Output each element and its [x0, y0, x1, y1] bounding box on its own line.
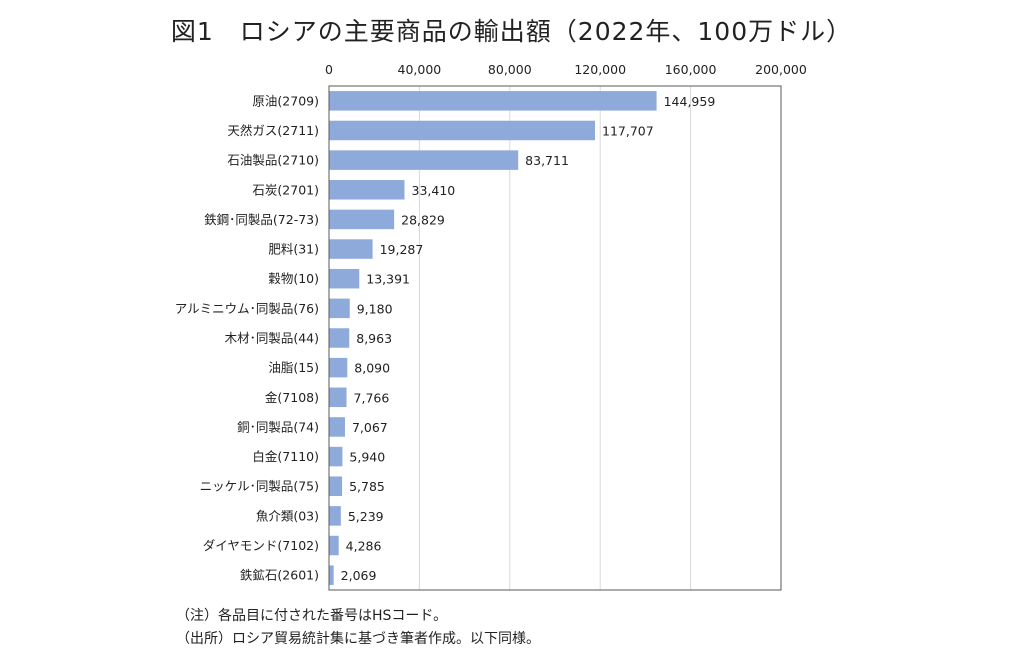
chart-title: 図1 ロシアの主要商品の輸出額（2022年、100万ドル） — [170, 17, 853, 46]
bar — [329, 535, 339, 556]
bar — [329, 417, 345, 437]
category-label: アルミニウム･同製品(76) — [175, 301, 319, 316]
x-tick-label: 0 — [325, 62, 333, 77]
bar — [329, 506, 341, 526]
category-label: 石油製品(2710) — [227, 153, 319, 168]
bar — [329, 120, 596, 141]
category-label: 木材･同製品(44) — [225, 331, 319, 346]
bar — [329, 565, 334, 585]
x-tick-label: 160,000 — [665, 62, 717, 77]
data-label: 13,391 — [366, 272, 410, 287]
category-label: 鉄鋼･同製品(72-73) — [204, 212, 319, 227]
category-label: 金(7108) — [265, 390, 319, 405]
data-label: 5,940 — [349, 450, 385, 465]
data-label: 5,239 — [348, 509, 384, 524]
category-label: 魚介類(03) — [256, 508, 319, 523]
bar — [329, 357, 348, 378]
data-label: 19,287 — [380, 242, 424, 257]
category-label: 白金(7110) — [252, 449, 319, 464]
x-tick-label: 80,000 — [488, 62, 532, 77]
category-label: 鉄鉱石(2601) — [240, 568, 319, 583]
data-label: 33,410 — [412, 183, 456, 198]
bar — [329, 150, 519, 170]
data-label: 9,180 — [357, 301, 393, 316]
bar — [329, 268, 360, 289]
bar — [329, 446, 343, 467]
data-label: 117,707 — [602, 123, 654, 138]
x-tick-label: 120,000 — [574, 62, 626, 77]
category-label: 石炭(2701) — [252, 182, 319, 197]
data-label: 8,963 — [356, 331, 392, 346]
category-label: 銅･同製品(74) — [237, 419, 319, 434]
bar — [329, 91, 657, 111]
category-label: 穀物(10) — [268, 271, 319, 286]
source-text: （出所）ロシア貿易統計集に基づき筆者作成。以下同様。 — [176, 631, 540, 647]
data-label: 5,785 — [349, 479, 385, 494]
x-tick-label: 40,000 — [398, 62, 442, 77]
data-label: 144,959 — [664, 94, 716, 109]
bar — [329, 298, 350, 319]
data-label: 2,069 — [341, 568, 377, 583]
bar — [329, 209, 395, 230]
category-label: ダイヤモンド(7102) — [203, 538, 319, 553]
note-text: （注）各品目に付された番号はHSコード。 — [176, 608, 448, 624]
category-label: 原油(2709) — [252, 93, 319, 108]
data-label: 28,829 — [401, 212, 445, 227]
category-label: 肥料(31) — [268, 242, 319, 257]
bar — [329, 387, 347, 408]
data-label: 7,766 — [354, 390, 390, 405]
category-label: ニッケル･同製品(75) — [200, 479, 319, 494]
data-label: 8,090 — [354, 361, 390, 376]
bar — [329, 239, 373, 259]
plot-area-border — [328, 85, 782, 591]
data-label: 4,286 — [346, 539, 382, 554]
data-label: 7,067 — [352, 420, 388, 435]
x-tick-label: 200,000 — [755, 62, 807, 77]
bar — [329, 476, 343, 496]
data-label: 83,711 — [525, 153, 569, 168]
bar — [329, 328, 350, 348]
category-label: 油脂(15) — [268, 360, 319, 375]
bar — [329, 180, 405, 200]
category-label: 天然ガス(2711) — [227, 123, 319, 138]
